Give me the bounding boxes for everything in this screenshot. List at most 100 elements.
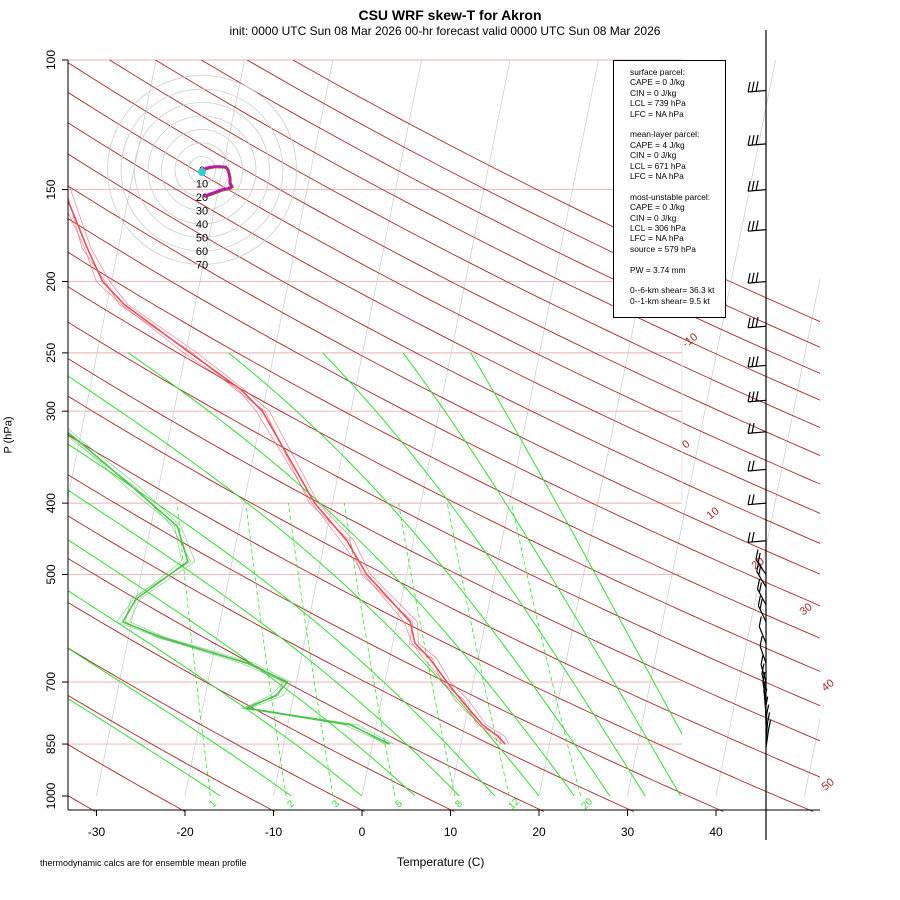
wind-barb-feather	[762, 671, 766, 683]
wind-barb	[748, 540, 767, 543]
dry-adiabat-line	[68, 251, 820, 639]
wind-barb	[761, 673, 767, 692]
wind-barb-feather	[751, 220, 755, 231]
hodograph-ring	[120, 88, 284, 252]
most-unstable-lcl: LCL = 306 hPa	[630, 223, 686, 234]
mixing-ratio-label: 1	[207, 798, 219, 810]
dewpoint-profile-member-line	[68, 428, 394, 745]
x-tick-label: 40	[709, 825, 723, 839]
wind-barb	[748, 143, 767, 147]
wind-barb	[760, 664, 767, 683]
mixing-ratio-line	[398, 503, 456, 796]
hodograph-ring-label: 20	[196, 192, 208, 204]
dry-adiabat-line	[68, 474, 724, 812]
most-unstable-lfc: LFC = NA hPa	[630, 233, 684, 244]
hodograph-ring-label: 30	[196, 206, 208, 218]
wind-barb	[759, 645, 767, 664]
mixing-ratio-line	[511, 503, 582, 796]
wind-barb	[757, 605, 767, 623]
moist-adiabat-line	[228, 352, 611, 796]
wind-barb-feather	[747, 135, 751, 146]
wind-barb-feather	[747, 81, 751, 93]
wind-barb-feather	[763, 680, 767, 691]
wind-barb-feather	[755, 549, 759, 560]
y-tick-label: 200	[44, 271, 58, 291]
temperature-profile-member-line	[68, 184, 510, 745]
surface-lcl: LCL = 739 hPa	[630, 98, 686, 109]
dry-adiabat-line	[68, 286, 820, 672]
x-tick-label: 10	[444, 825, 458, 839]
isotherm-line	[184, 60, 334, 797]
wind-barb-feather	[751, 81, 755, 92]
mixing-ratio-line	[446, 503, 510, 796]
wind-barb-feather	[766, 712, 771, 723]
hodograph-ring	[188, 156, 216, 184]
moist-adiabat-line	[402, 352, 682, 796]
temperature-profile-member-line	[68, 194, 501, 745]
isotherm-label: 10	[705, 505, 722, 522]
hodograph-start-dot	[198, 168, 206, 176]
wind-barb-feather	[756, 578, 761, 590]
wind-barb-feather	[751, 391, 755, 402]
y-tick-label: 850	[44, 734, 58, 754]
moist-adiabat-line	[68, 647, 292, 796]
chart-title: CSU WRF skew-T for Akron	[358, 7, 542, 23]
y-tick-label: 500	[44, 564, 58, 584]
isotherm-line	[715, 277, 820, 797]
dry-adiabat-line	[68, 153, 820, 544]
shear-0-1km: 0--1-km shear= 9.5 kt	[630, 295, 710, 306]
wind-barb-feather	[747, 460, 751, 472]
wind-barb-feather	[755, 134, 759, 145]
wind-barb-feather	[755, 180, 759, 191]
y-tick-label: 300	[44, 401, 58, 421]
mixing-ratio-line	[245, 503, 287, 796]
most-unstable-cin: CIN = 0 J/kg	[630, 212, 677, 223]
chart-subtitle: init: 0000 UTC Sun 08 Mar 2026 00-hr for…	[229, 24, 661, 38]
y-tick-label: 100	[44, 50, 58, 70]
dry-adiabat-line	[68, 62, 820, 456]
wind-barb	[748, 399, 767, 403]
moist-adiabat-line	[128, 352, 575, 796]
wind-barb	[765, 714, 768, 733]
dry-adiabats	[68, 60, 820, 812]
wind-barb-feather	[756, 561, 760, 572]
hodograph-ring-label: 10	[196, 179, 208, 191]
moist-adiabats	[68, 352, 682, 796]
wind-barb-feather	[747, 181, 751, 192]
dry-adiabat-line	[68, 647, 365, 812]
wind-barb	[748, 364, 767, 368]
wind-barb-feather	[747, 532, 751, 543]
dewpoint-profile-member-line	[68, 434, 388, 745]
wind-barb-feather	[751, 422, 755, 434]
x-tick-label: -10	[265, 825, 283, 839]
x-tick-label: 30	[621, 825, 635, 839]
mean-layer-lcl: LCL = 671 hPa	[630, 160, 686, 171]
wind-barb-feather	[751, 180, 755, 191]
wind-barb-feather	[767, 719, 772, 731]
hodograph-ring-label: 40	[196, 219, 208, 231]
moist-adiabat-line	[68, 375, 540, 796]
hodograph-trace	[201, 165, 234, 198]
wind-barb-feather	[755, 316, 759, 328]
footnote: thermodynamic calcs are for ensemble mea…	[40, 858, 247, 868]
wind-barb-feather	[757, 595, 761, 606]
moist-adiabat-line	[322, 352, 646, 796]
surface-cape: CAPE = 0 J/kg	[630, 77, 685, 88]
surface-parcel-header: surface parcel:	[630, 67, 685, 77]
y-tick-label: 1000	[44, 782, 58, 809]
dewpoint-profile-member-line	[68, 435, 385, 745]
y-axis-label: P (hPa)	[2, 416, 15, 454]
wind-barb-feather	[751, 460, 755, 471]
wind-barb	[757, 588, 767, 606]
mixing-ratio-label: 5	[393, 798, 405, 810]
wind-barb-feather	[751, 272, 755, 283]
wind-barb-feather	[755, 272, 759, 283]
wind-barb-feather	[747, 391, 751, 403]
wind-barb	[748, 502, 767, 506]
mixing-ratio-line	[344, 503, 396, 796]
wind-barb-feather	[751, 134, 755, 146]
most-unstable-parcel-header: most-unstable parcel:	[630, 191, 711, 202]
hodograph-ring-label: 60	[196, 246, 208, 258]
wind-barb	[748, 280, 767, 284]
